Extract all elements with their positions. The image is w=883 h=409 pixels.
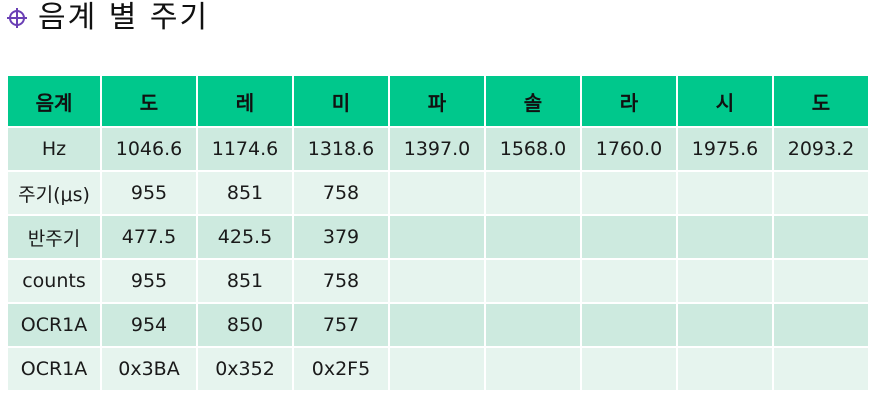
table-cell: 0x352 <box>196 346 294 392</box>
table-cell: 1397.0 <box>388 126 486 172</box>
table-cell <box>484 346 582 392</box>
table-cell: OCR1A <box>6 302 102 348</box>
slide-title-row: 음계 별 주기 <box>6 0 209 36</box>
table-cell: 850 <box>196 302 294 348</box>
table-cell <box>580 346 678 392</box>
header-cell-fa: 파 <box>388 74 486 128</box>
table-cell: 반주기 <box>6 214 102 260</box>
table-cell <box>772 346 870 392</box>
table-cell: 851 <box>196 170 294 216</box>
header-cell-re: 레 <box>196 74 294 128</box>
table-header-row: 음계 도 레 미 파 솔 라 시 도 <box>6 74 870 128</box>
table-row-ocr1a-dec: OCR1A 954 850 757 <box>6 302 870 348</box>
table-cell: 758 <box>292 258 390 304</box>
table-cell: 1174.6 <box>196 126 294 172</box>
table-cell: 0x2F5 <box>292 346 390 392</box>
table-cell: 758 <box>292 170 390 216</box>
table-cell <box>484 170 582 216</box>
table-cell <box>388 346 486 392</box>
table-cell: 1568.0 <box>484 126 582 172</box>
header-cell-scale: 음계 <box>6 74 102 128</box>
header-cell-ra: 라 <box>580 74 678 128</box>
table-cell: 1046.6 <box>100 126 198 172</box>
table-cell <box>388 214 486 260</box>
table-cell: 851 <box>196 258 294 304</box>
table-cell: 955 <box>100 170 198 216</box>
table-cell: counts <box>6 258 102 304</box>
table-cell: 425.5 <box>196 214 294 260</box>
table-cell: 1318.6 <box>292 126 390 172</box>
table-cell <box>580 214 678 260</box>
table-cell: 955 <box>100 258 198 304</box>
header-cell-do: 도 <box>100 74 198 128</box>
table-cell <box>772 170 870 216</box>
table-cell <box>772 214 870 260</box>
table-row-counts: counts 955 851 758 <box>6 258 870 304</box>
table-cell: 477.5 <box>100 214 198 260</box>
table-cell <box>484 302 582 348</box>
table-row-period: 주기(μs) 955 851 758 <box>6 170 870 216</box>
table-cell <box>484 214 582 260</box>
header-cell-do-high: 도 <box>772 74 870 128</box>
header-cell-sol: 솔 <box>484 74 582 128</box>
table-cell: 주기(μs) <box>6 170 102 216</box>
note-period-table: 음계 도 레 미 파 솔 라 시 도 Hz 1046.6 1174.6 1318… <box>6 74 870 392</box>
table-cell: 1760.0 <box>580 126 678 172</box>
header-cell-si: 시 <box>676 74 774 128</box>
header-cell-mi: 미 <box>292 74 390 128</box>
table-cell <box>676 214 774 260</box>
table-row-ocr1a-hex: OCR1A 0x3BA 0x352 0x2F5 <box>6 346 870 392</box>
table-cell: 757 <box>292 302 390 348</box>
crosshair-circle-icon <box>7 8 27 28</box>
table-cell <box>676 170 774 216</box>
table-cell <box>676 302 774 348</box>
table-cell <box>580 302 678 348</box>
table-cell <box>772 258 870 304</box>
table-row-half-period: 반주기 477.5 425.5 379 <box>6 214 870 260</box>
table-cell <box>388 258 486 304</box>
slide-title: 음계 별 주기 <box>38 0 210 35</box>
table-cell: OCR1A <box>6 346 102 392</box>
table-cell <box>580 258 678 304</box>
table-cell: 954 <box>100 302 198 348</box>
table-row-hz: Hz 1046.6 1174.6 1318.6 1397.0 1568.0 17… <box>6 126 870 172</box>
table-cell: 2093.2 <box>772 126 870 172</box>
table-cell <box>388 302 486 348</box>
table-cell <box>676 346 774 392</box>
table-cell: Hz <box>6 126 102 172</box>
table-cell: 1975.6 <box>676 126 774 172</box>
table-cell <box>772 302 870 348</box>
table-cell <box>676 258 774 304</box>
table-cell <box>580 170 678 216</box>
table-cell <box>388 170 486 216</box>
table-cell: 379 <box>292 214 390 260</box>
table-cell <box>484 258 582 304</box>
table-cell: 0x3BA <box>100 346 198 392</box>
